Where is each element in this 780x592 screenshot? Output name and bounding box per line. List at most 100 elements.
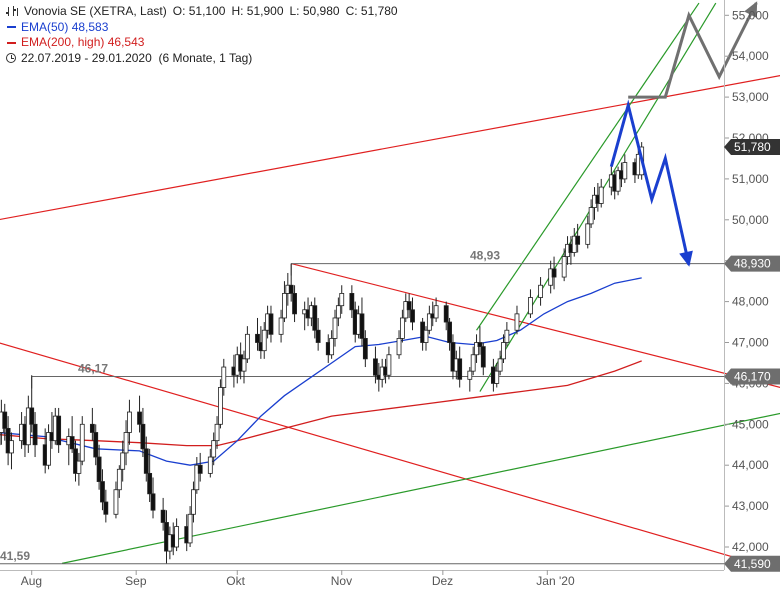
candle-body <box>538 284 543 298</box>
ohlc-close: C: 51,780 <box>345 4 398 18</box>
candle-body <box>528 297 533 315</box>
period-detail: (6 Monate, 1 Tag) <box>158 50 253 65</box>
candle-body <box>339 293 345 307</box>
candle <box>447 317 452 351</box>
candle <box>174 518 180 552</box>
candle <box>214 416 220 449</box>
candle-body <box>288 284 294 294</box>
candle-body <box>362 338 368 360</box>
price-tag-label: 46,170 <box>734 369 771 383</box>
candle-body <box>396 338 402 356</box>
candle-body <box>241 358 247 372</box>
candle <box>29 375 35 433</box>
x-tick-label: Aug <box>21 574 42 588</box>
candle <box>410 297 415 331</box>
candle-body <box>329 338 335 356</box>
ema50-line <box>0 277 642 466</box>
candle <box>339 285 345 314</box>
instrument-name: Vonovia SE (XETRA, Last) <box>24 4 167 18</box>
candle-body <box>386 354 392 376</box>
y-tick-label: 50,000 <box>732 213 769 227</box>
scenario-arrowhead-bearish <box>679 250 693 267</box>
candle-body <box>79 423 85 462</box>
price-tag: 41,590 <box>724 555 780 572</box>
candle <box>528 289 533 318</box>
legend-ema50-row: EMA(50) 48,583 <box>6 20 398 36</box>
y-tick-label: 55,000 <box>732 8 769 22</box>
candle <box>359 297 365 347</box>
ohlc-icon <box>6 6 19 17</box>
candle-body <box>211 440 217 458</box>
candle-body <box>261 329 267 352</box>
level-label: 48,93 <box>470 249 500 263</box>
candle <box>32 412 38 458</box>
candle <box>96 444 102 490</box>
candle <box>137 395 142 433</box>
candle-body <box>480 346 486 368</box>
candle-body <box>140 423 146 450</box>
candle <box>191 481 196 523</box>
candle <box>9 432 14 470</box>
candle-body <box>598 186 604 204</box>
candle-body <box>187 513 193 544</box>
candle-body <box>123 432 129 454</box>
scenario-arrows <box>609 1 758 267</box>
y-tick-label: 53,000 <box>732 90 769 104</box>
candle <box>79 416 85 466</box>
candle-body <box>32 423 38 446</box>
candle-body <box>426 313 432 331</box>
candle <box>457 346 463 388</box>
candle <box>2 403 8 441</box>
candle-body <box>143 448 149 474</box>
y-tick-label: 42,000 <box>732 540 769 554</box>
candle-body <box>332 317 338 339</box>
level-label: 46,17 <box>78 361 108 375</box>
candle <box>406 293 412 318</box>
candle-body <box>278 317 284 335</box>
candle-body <box>160 509 166 523</box>
candle <box>538 277 543 306</box>
y-tick-label: 47,000 <box>732 336 769 350</box>
candle-body <box>56 415 62 446</box>
candle <box>477 326 483 355</box>
candle-body <box>194 464 200 491</box>
candle <box>211 432 217 466</box>
candle-body <box>89 423 95 433</box>
candle <box>396 330 402 359</box>
candle <box>399 309 405 343</box>
candle <box>241 350 247 384</box>
ema50-swatch <box>7 26 16 29</box>
trendline-red-falling <box>291 262 780 388</box>
candle <box>103 489 109 523</box>
trendline-red-resistance-lower <box>0 342 780 572</box>
candle <box>25 395 31 453</box>
candle <box>120 440 126 482</box>
y-tick-label: 54,000 <box>732 49 769 63</box>
candle-body <box>399 317 405 339</box>
candle <box>598 178 604 208</box>
candle <box>332 309 338 347</box>
price-tag-bg <box>724 555 780 572</box>
candle <box>116 465 122 498</box>
candle <box>207 448 213 478</box>
candle-body <box>113 489 119 515</box>
candle <box>373 346 378 384</box>
candle <box>160 497 166 531</box>
candle <box>467 367 473 392</box>
ohlc-high: H: 51,900 <box>231 4 284 18</box>
candle-body <box>137 411 142 425</box>
candle-body <box>197 464 203 474</box>
candle <box>278 309 284 343</box>
candle <box>551 256 557 290</box>
legend-period-row: 22.07.2019 - 29.01.2020 (6 Monate, 1 Tag… <box>6 51 398 67</box>
candle-body <box>207 456 213 474</box>
ema200-swatch <box>7 41 16 44</box>
candle <box>292 285 297 323</box>
candle-body <box>447 321 452 343</box>
candle <box>585 215 591 249</box>
y-tick-label: 51,000 <box>732 172 769 186</box>
legend-instrument-row: Vonovia SE (XETRA, Last) O: 51,100 H: 51… <box>6 4 398 20</box>
scenario-path-bullish <box>628 2 758 99</box>
candle <box>335 297 341 327</box>
